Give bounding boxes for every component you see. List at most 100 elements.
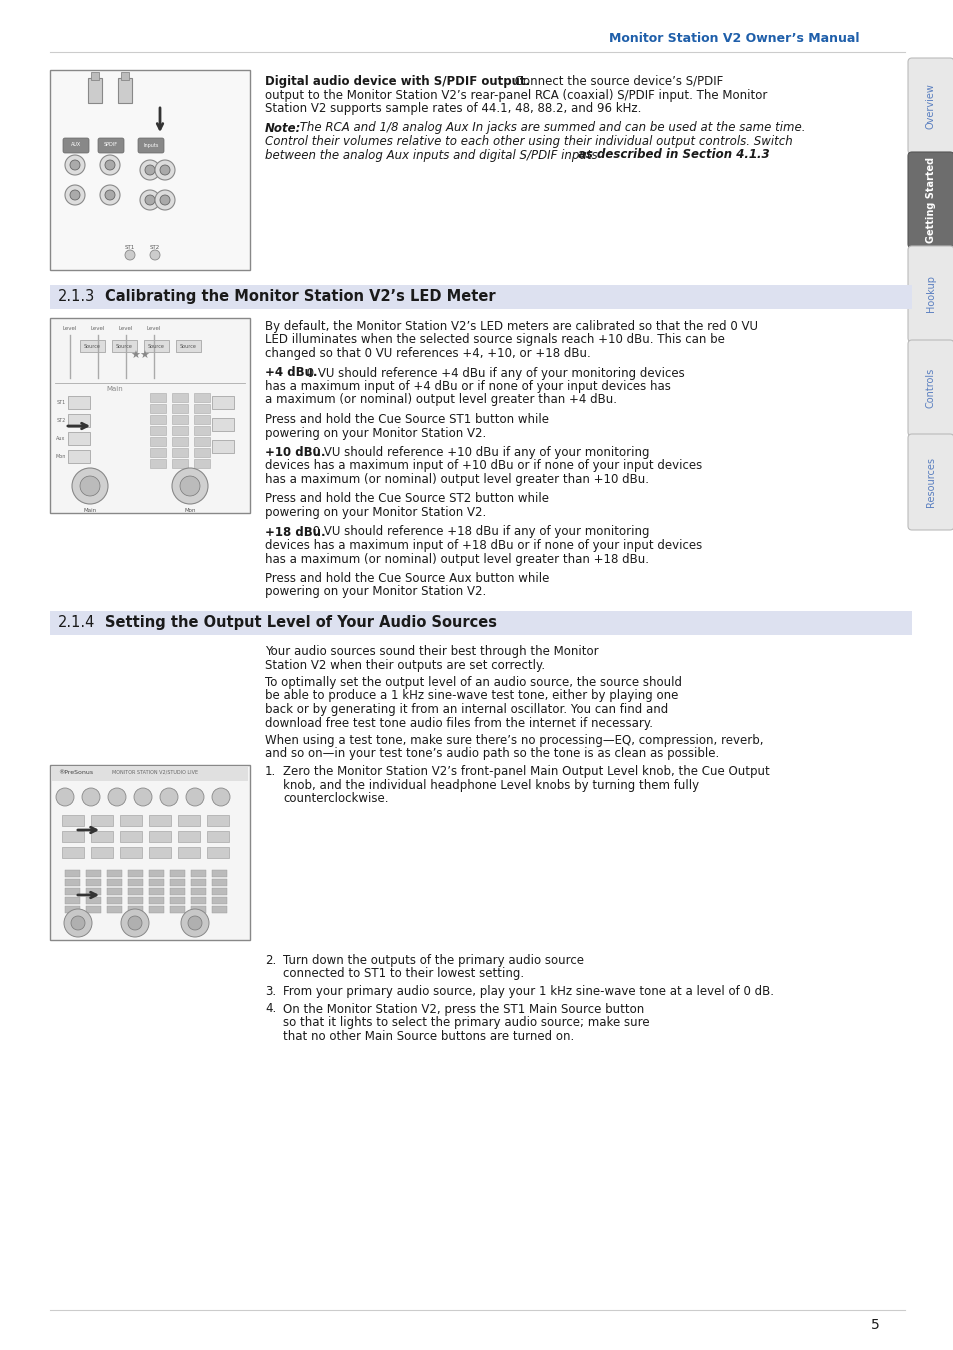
Text: Aux: Aux [56,436,66,440]
Text: has a maximum (or nominal) output level greater than +10 dBu.: has a maximum (or nominal) output level … [265,472,648,486]
Bar [150,459,166,468]
Text: so that it lights to select the primary audio source; make sure: so that it lights to select the primary … [283,1017,649,1029]
Text: and so on—in your test tone’s audio path so the tone is as clean as possible.: and so on—in your test tone’s audio path… [265,748,719,760]
Bar [150,448,166,458]
Bar [50,612,911,634]
Text: output to the Monitor Station V2’s rear-panel RCA (coaxial) S/PDIF input. The Mo: output to the Monitor Station V2’s rear-… [265,89,766,101]
Text: LED illuminates when the selected source signals reach +10 dBu. This can be: LED illuminates when the selected source… [265,333,724,347]
Circle shape [154,190,174,211]
Circle shape [82,788,100,806]
Bar [68,396,90,409]
Text: Station V2 supports sample rates of 44.1, 48, 88.2, and 96 kHz.: Station V2 supports sample rates of 44.1… [265,103,640,115]
Text: 0 VU should reference +18 dBu if any of your monitoring: 0 VU should reference +18 dBu if any of … [309,525,649,539]
Circle shape [56,788,74,806]
Bar [191,869,206,878]
Bar [178,815,200,826]
Bar [193,448,210,458]
Circle shape [140,161,160,180]
Bar [112,340,137,352]
Circle shape [160,165,170,176]
Bar [212,869,227,878]
Bar [128,888,143,895]
Bar [170,869,185,878]
Bar [88,78,102,103]
Text: +4 dBu.: +4 dBu. [265,366,317,379]
Circle shape [145,165,154,176]
Bar [150,427,166,435]
Bar [149,906,164,913]
Circle shape [64,909,91,937]
Bar [212,896,227,905]
Bar [172,414,188,424]
Text: The RCA and 1/8 analog Aux In jacks are summed and can be used at the same time.: The RCA and 1/8 analog Aux In jacks are … [295,122,804,135]
Text: SPDIF: SPDIF [104,143,118,147]
FancyBboxPatch shape [907,246,953,342]
Bar [178,832,200,842]
Text: .: . [752,148,756,162]
Bar [191,888,206,895]
FancyBboxPatch shape [907,153,953,248]
Circle shape [160,194,170,205]
Text: powering on your Monitor Station V2.: powering on your Monitor Station V2. [265,506,486,518]
Bar [65,896,80,905]
Bar [172,393,188,402]
Text: download free test tone audio files from the internet if necessary.: download free test tone audio files from… [265,717,652,729]
Bar [65,879,80,886]
Bar [149,846,171,859]
Bar [68,450,90,463]
Text: 5: 5 [870,1318,879,1332]
FancyBboxPatch shape [63,138,89,153]
Text: has a maximum input of +4 dBu or if none of your input devices has: has a maximum input of +4 dBu or if none… [265,379,670,393]
Text: as described in Section 4.1.3: as described in Section 4.1.3 [578,148,769,162]
Text: counterclockwise.: counterclockwise. [283,792,388,805]
Text: Hookup: Hookup [925,275,935,312]
Text: a maximum (or nominal) output level greater than +4 dBu.: a maximum (or nominal) output level grea… [265,393,617,406]
Text: 2.1.3: 2.1.3 [58,289,95,304]
Bar [150,414,166,424]
Bar [170,879,185,886]
Text: On the Monitor Station V2, press the ST1 Main Source button: On the Monitor Station V2, press the ST1… [283,1003,643,1015]
Bar [120,846,142,859]
Text: Press and hold the Cue Source Aux button while: Press and hold the Cue Source Aux button… [265,572,549,585]
Bar [172,459,188,468]
Bar [50,70,250,270]
Bar [175,340,201,352]
Circle shape [188,917,202,930]
Text: 3.: 3. [265,986,275,998]
Bar [62,832,84,842]
Text: 1.: 1. [265,765,276,778]
Text: powering on your Monitor Station V2.: powering on your Monitor Station V2. [265,586,486,598]
Bar [128,869,143,878]
Bar [207,815,229,826]
Bar [172,437,188,446]
Text: that no other Main Source buttons are turned on.: that no other Main Source buttons are tu… [283,1030,574,1042]
Bar [149,832,171,842]
Circle shape [108,788,126,806]
Bar [86,906,101,913]
Circle shape [121,909,149,937]
Bar [193,459,210,468]
Bar [149,815,171,826]
Bar [170,896,185,905]
Text: ®PreSonus: ®PreSonus [58,769,93,775]
Bar [120,815,142,826]
Bar [128,879,143,886]
Text: between the analog Aux inputs and digital S/PDIF inputs: between the analog Aux inputs and digita… [265,148,600,162]
FancyBboxPatch shape [907,58,953,154]
Text: Control their volumes relative to each other using their individual output contr: Control their volumes relative to each o… [265,135,792,148]
Text: +10 dBu.: +10 dBu. [265,446,325,459]
Text: Station V2 when their outputs are set correctly.: Station V2 when their outputs are set co… [265,659,544,671]
Text: 0 VU should reference +4 dBu if any of your monitoring devices: 0 VU should reference +4 dBu if any of y… [303,366,684,379]
Circle shape [212,788,230,806]
Bar [107,879,122,886]
Bar [86,888,101,895]
Bar [144,340,169,352]
Bar [65,906,80,913]
Text: From your primary audio source, play your 1 kHz sine-wave tone at a level of 0 d: From your primary audio source, play you… [283,986,773,998]
Text: ST2: ST2 [56,417,66,423]
Circle shape [71,468,108,504]
Bar [193,404,210,413]
Circle shape [172,468,208,504]
Bar [212,440,233,454]
Bar [193,393,210,402]
